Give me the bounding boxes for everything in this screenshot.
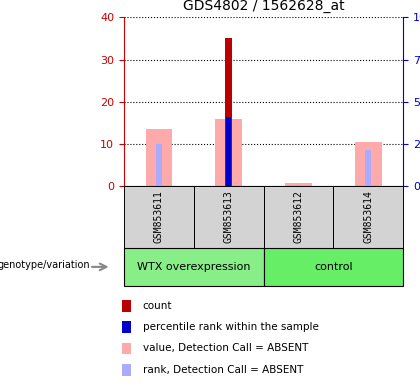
Bar (355, 142, 381, 186)
Text: GSM853613: GSM853613 (223, 190, 234, 243)
Bar (121, 343, 131, 354)
Bar (365, 151, 371, 186)
Text: WTX overexpression: WTX overexpression (137, 262, 250, 272)
Text: GSM853611: GSM853611 (154, 190, 164, 243)
FancyBboxPatch shape (264, 248, 403, 286)
Bar (156, 144, 162, 186)
Bar (215, 119, 242, 186)
Bar (225, 38, 232, 186)
Text: rank, Detection Call = ABSENT: rank, Detection Call = ABSENT (143, 364, 303, 375)
Text: GSM853614: GSM853614 (363, 190, 373, 243)
Text: count: count (143, 301, 172, 311)
Text: control: control (314, 262, 353, 272)
FancyBboxPatch shape (333, 186, 403, 248)
Bar (121, 321, 131, 333)
Title: GDS4802 / 1562628_at: GDS4802 / 1562628_at (183, 0, 344, 13)
FancyBboxPatch shape (124, 186, 194, 248)
Bar (146, 129, 172, 186)
Bar (296, 185, 301, 186)
Text: value, Detection Call = ABSENT: value, Detection Call = ABSENT (143, 343, 308, 354)
Bar (285, 183, 312, 186)
Bar (121, 364, 131, 376)
Text: percentile rank within the sample: percentile rank within the sample (143, 322, 319, 333)
Bar (226, 117, 231, 186)
FancyBboxPatch shape (194, 186, 264, 248)
FancyBboxPatch shape (124, 248, 264, 286)
Text: GSM853612: GSM853612 (294, 190, 304, 243)
Bar (121, 300, 131, 312)
FancyBboxPatch shape (264, 186, 333, 248)
Text: genotype/variation: genotype/variation (0, 260, 90, 270)
